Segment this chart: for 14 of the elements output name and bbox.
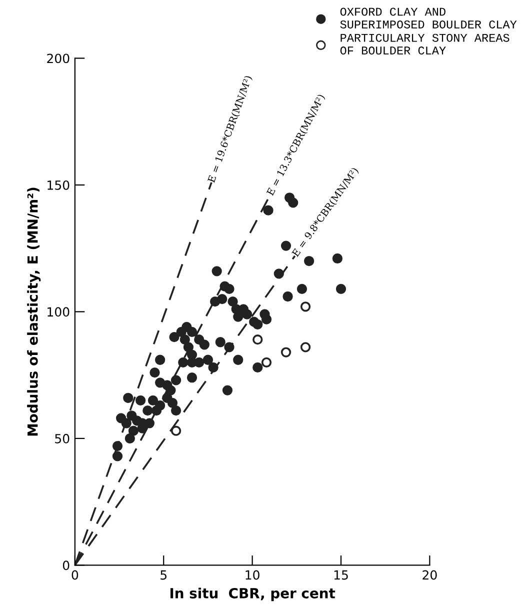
x-tick-label: 0 [72,570,78,580]
x-axis-title: In situ CBR, per cent [170,588,336,602]
legend-label: OXFORD CLAY AND SUPERIMPOSED BOULDER CLAY [340,8,517,28]
x-tick-label: 15 [334,570,348,580]
y-tick-label: 0 [62,560,70,570]
legend-label: PARTICULARLY STONY AREAS OF BOULDER CLAY [340,34,510,55]
y-tick-label: 100 [48,307,70,317]
y-tick-label: 200 [47,54,70,64]
y-tick-label: 50 [55,434,70,444]
x-tick-label: 20 [422,570,437,580]
x-tick-label: 10 [246,570,260,580]
y-tick-label: 150 [48,180,70,190]
x-tick-label: 5 [160,570,167,580]
y-axis-title: Modulus of elasticity, E (MN/m²) [27,188,41,436]
